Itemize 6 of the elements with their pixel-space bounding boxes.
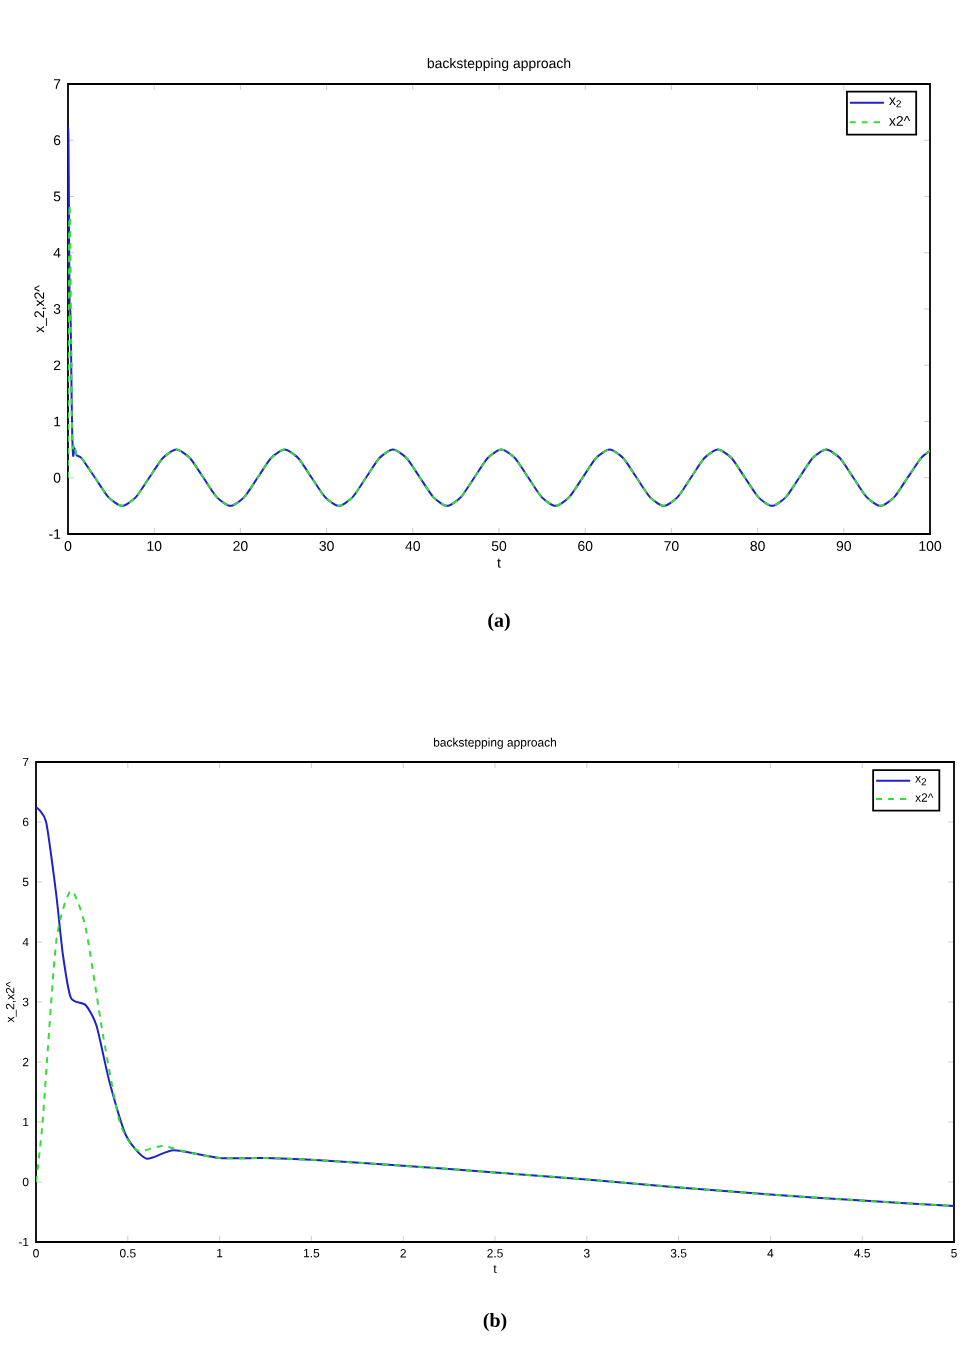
line-series (36, 890, 954, 1207)
line-series (36, 806, 954, 1207)
line-series (68, 125, 931, 507)
text: (a) (488, 612, 510, 632)
text: (b) (483, 1312, 507, 1332)
line-series (68, 203, 931, 507)
